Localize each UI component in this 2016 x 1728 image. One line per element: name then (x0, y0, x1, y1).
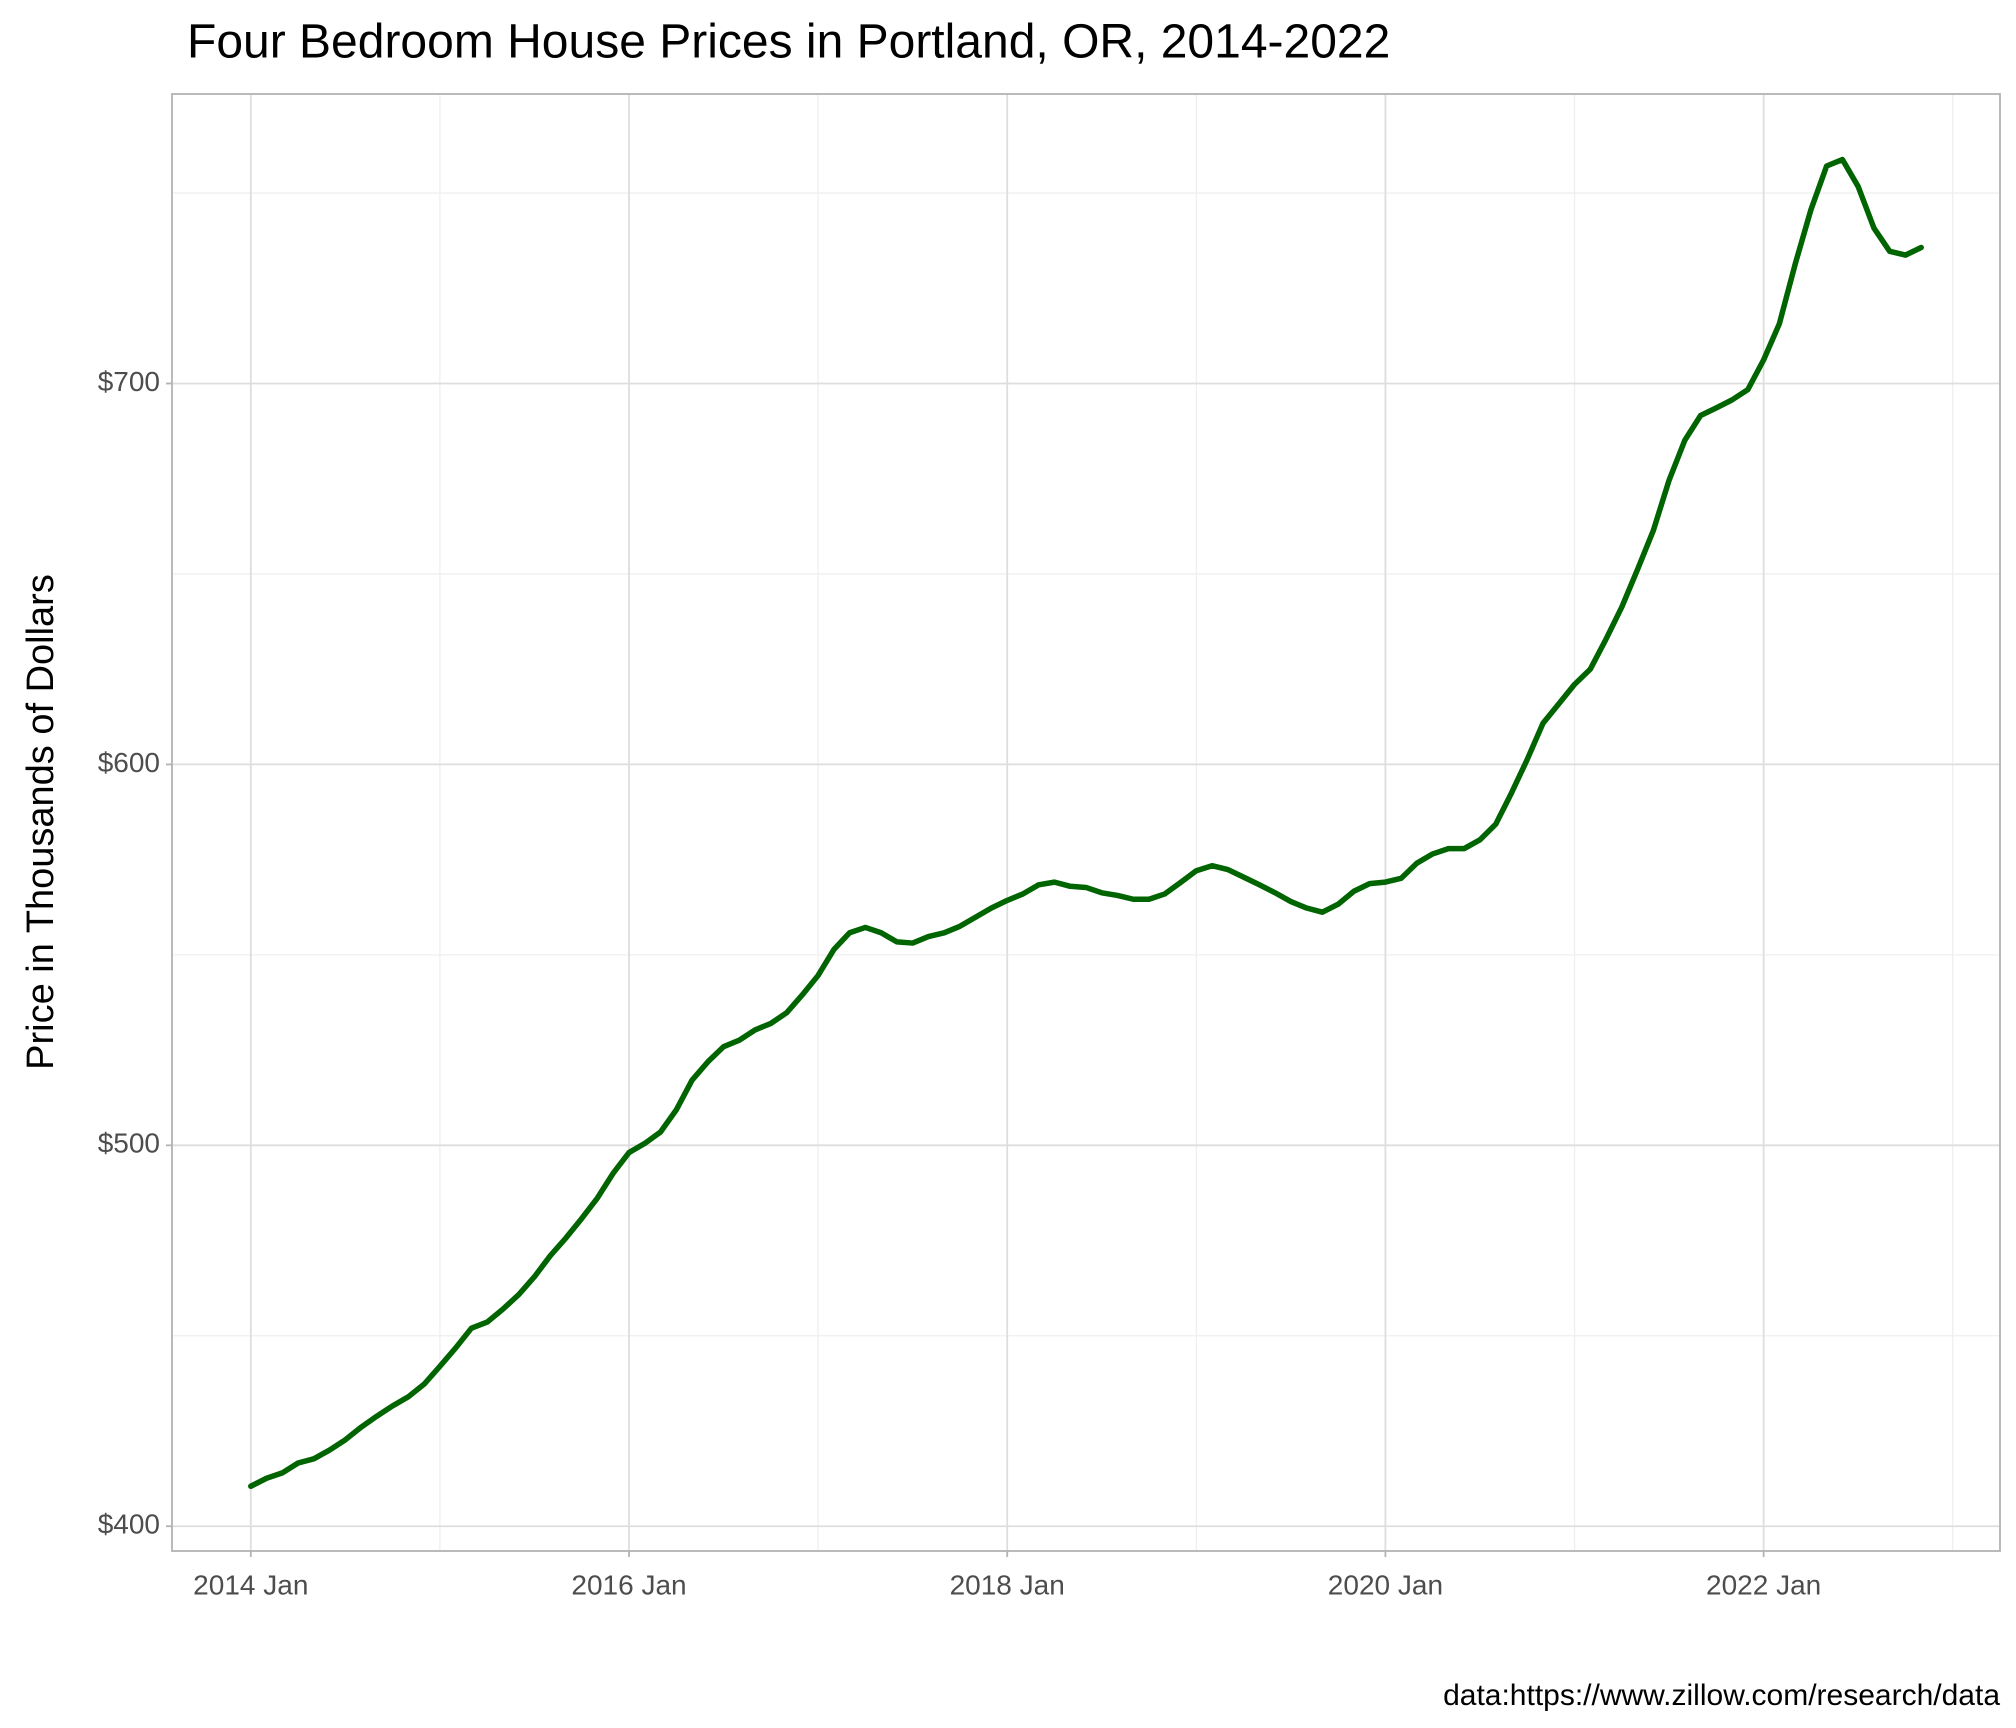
y-tick-label: $400 (98, 1509, 160, 1540)
panel-border (171, 93, 2001, 1552)
x-tick-label: 2014 Jan (193, 1569, 308, 1600)
plot-marks (248, 156, 1924, 1489)
x-tick-label: 2016 Jan (571, 1569, 686, 1600)
y-tick-label: $600 (98, 747, 160, 778)
y-tick-label: $500 (98, 1128, 160, 1159)
price-line (248, 156, 1924, 1489)
x-tick-label: 2018 Jan (950, 1569, 1065, 1600)
chart-title: Four Bedroom House Prices in Portland, O… (187, 16, 1390, 69)
y-tick-label: $700 (98, 366, 160, 397)
x-tick-label: 2022 Jan (1706, 1569, 1821, 1600)
axes: $400 $500 $600 $700 2014 Jan 2016 Jan 2018 Jan… (98, 93, 2001, 1600)
y-axis-label: Price in Thousands of Dollars (20, 574, 62, 1070)
caption: data:https://www.zillow.com/research/dat… (1443, 1679, 2000, 1712)
grid (172, 94, 2000, 1551)
x-tick-label: 2020 Jan (1328, 1569, 1443, 1600)
